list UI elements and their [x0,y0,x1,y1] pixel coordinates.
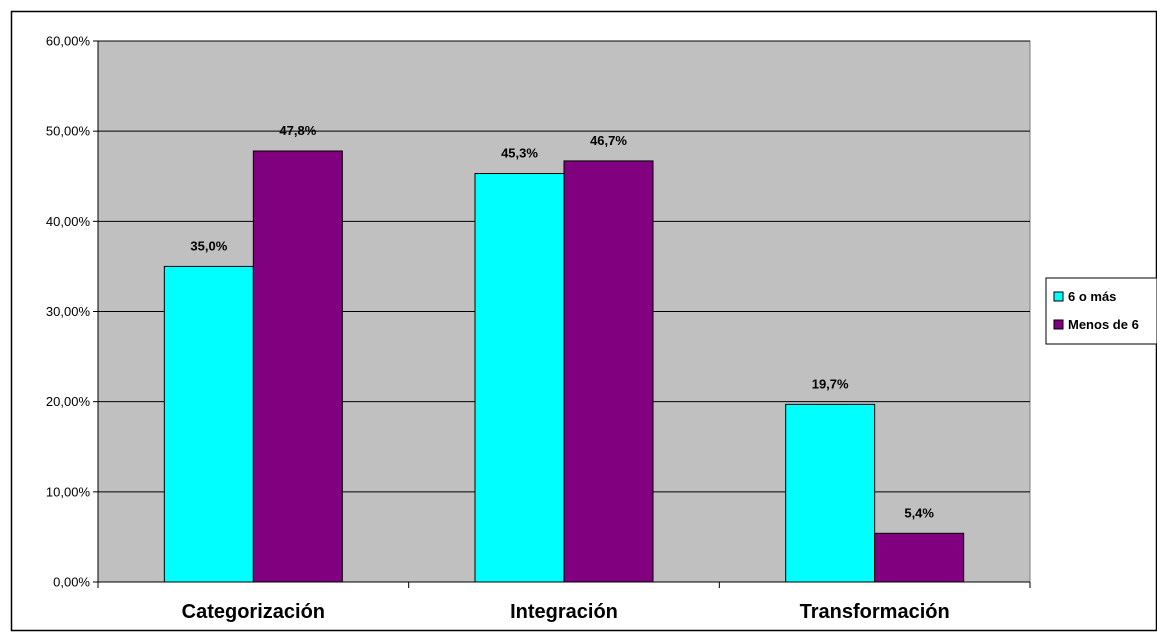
category-label: Categorización [182,601,325,623]
bars [163,150,965,583]
legend-label-6-o-mas: 6 o más [1068,289,1116,304]
y-tick-label: 50,00% [46,124,91,139]
y-tick-label: 20,00% [46,394,91,409]
bar-6-o-mas [163,265,254,583]
data-label: 35,0% [190,238,227,253]
y-tick-label: 40,00% [46,214,91,229]
bar-menos-de-6 [874,532,965,583]
legend-swatch-6-o-mas [1053,291,1064,302]
data-label: 19,7% [812,376,849,391]
y-tick-label: 10,00% [46,484,91,499]
category-label: Integración [510,601,618,623]
bar-menos-de-6 [252,150,343,583]
y-tick-label: 0,00% [53,575,90,590]
data-label: 5,4% [904,505,934,520]
y-tick-label: 30,00% [46,304,91,319]
data-label: 47,8% [279,123,316,138]
bar-6-o-mas [474,173,565,583]
category-label: Transformación [800,601,950,623]
legend-box [1045,277,1157,345]
axes: 0,00% 10,00% 20,00% 30,00% 40,00% 50,00% 60,00… [46,34,1031,623]
bar-menos-de-6 [563,160,654,583]
bar-6-o-mas [785,403,876,583]
legend-swatch-menos-de-6 [1053,319,1064,330]
y-tick-label: 60,00% [46,34,91,49]
data-label: 46,7% [590,133,627,148]
legend: 6 o más Menos de 6 [1045,277,1157,345]
legend-label-menos-de-6: Menos de 6 [1068,317,1139,332]
data-labels: 35,0% 47,8% 45,3% 46,7% 19,7% 5,4% [190,123,934,520]
data-label: 45,3% [501,146,538,161]
